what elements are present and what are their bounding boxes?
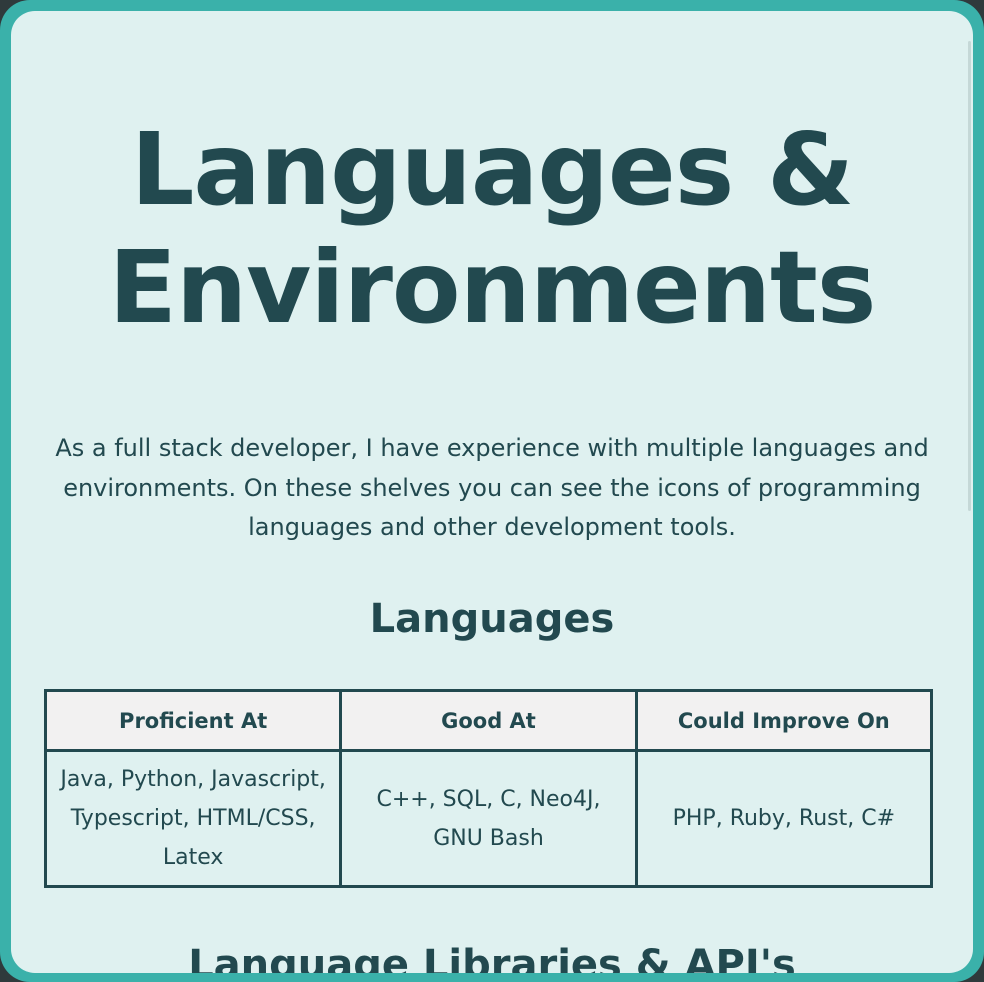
table-header-row: Proficient At Good At Could Improve On (43, 689, 934, 752)
cell-proficient: Java, Python, Javascript, Typescript, HT… (43, 749, 343, 888)
page-title: Languages & Environments (108, 111, 877, 346)
scrollbar[interactable] (968, 41, 971, 511)
languages-heading: Languages (369, 596, 615, 642)
column-header-proficient: Proficient At (43, 689, 343, 752)
cell-improve: PHP, Ruby, Rust, C# (634, 749, 934, 888)
cell-good: C++, SQL, C, Neo4J, GNU Bash (339, 749, 638, 888)
libraries-heading: Language Libraries & API's (188, 942, 796, 973)
table-row: Java, Python, Javascript, Typescript, HT… (43, 749, 934, 888)
column-header-improve: Could Improve On (634, 689, 934, 752)
languages-table: Proficient At Good At Could Improve On J… (43, 689, 934, 888)
content-panel[interactable]: Languages & Environments As a full stack… (11, 11, 973, 973)
intro-paragraph: As a full stack developer, I have experi… (55, 434, 929, 541)
column-header-good: Good At (339, 689, 638, 752)
